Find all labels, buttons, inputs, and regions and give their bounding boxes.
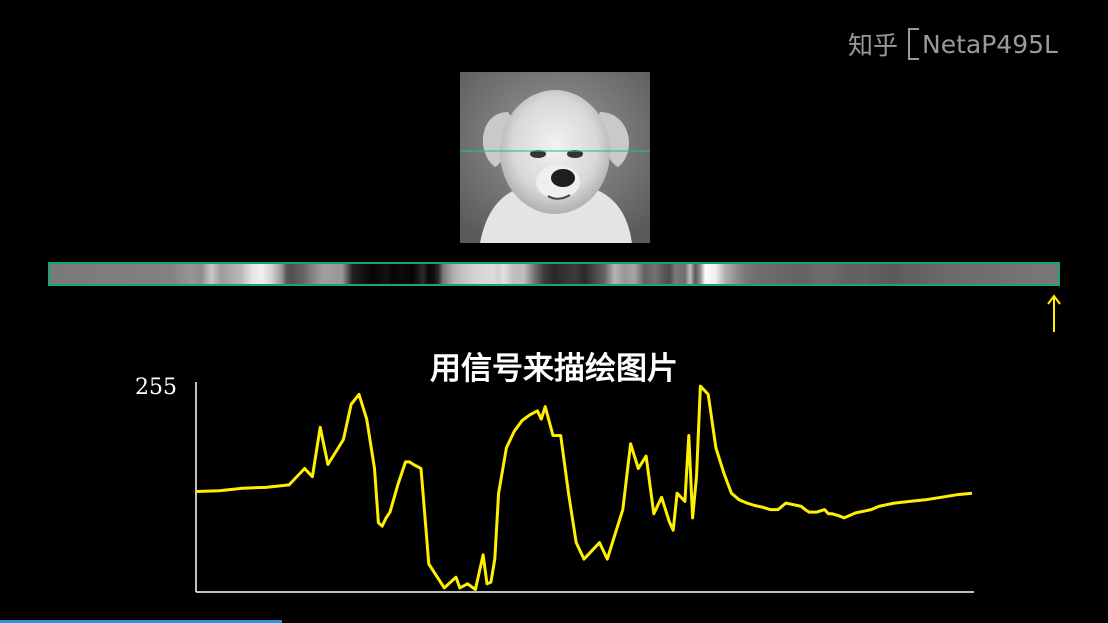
signal-line [195,384,973,591]
pixel-strip-gradient [50,264,1058,284]
zhihu-logo: 知乎 [848,31,899,60]
bracket-icon [908,28,920,60]
caption: 用信号来描绘图片 [430,351,678,387]
watermark: 知乎 NetaP495L [848,26,1058,62]
puppy-image [460,72,650,243]
up-arrow-icon [1046,294,1062,334]
progress-bar [0,620,282,623]
y-tick-label-max: 255 [135,375,177,400]
signal-chart: 255 [135,375,974,593]
watermark-username: NetaP495L [922,29,1058,59]
pixel-strip [48,262,1060,286]
